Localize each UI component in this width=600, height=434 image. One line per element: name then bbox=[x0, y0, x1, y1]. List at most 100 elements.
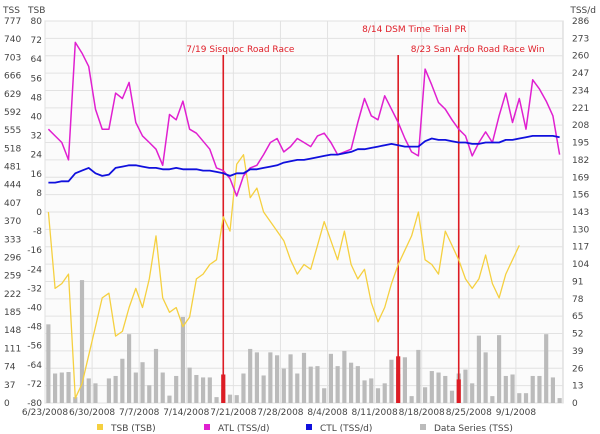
tss-bar bbox=[362, 380, 367, 403]
tss-bar bbox=[557, 398, 562, 403]
tss-bar bbox=[530, 375, 535, 403]
right-tick: 247 bbox=[572, 69, 589, 79]
x-tick: 7/28/2008 bbox=[257, 408, 303, 418]
tss-bar bbox=[268, 352, 273, 403]
tss-bar bbox=[207, 377, 212, 403]
tss-bar bbox=[160, 372, 165, 403]
right-tick: 130 bbox=[572, 225, 589, 235]
tss-bar bbox=[517, 393, 522, 403]
tss-bar bbox=[113, 375, 118, 403]
right-tick: 78 bbox=[572, 295, 584, 305]
left-tsb-tick: 8 bbox=[36, 189, 42, 199]
left-tsb-unit: TSB bbox=[27, 6, 45, 16]
tsb-line bbox=[47, 154, 520, 399]
legend-label: TSB (TSB) bbox=[110, 424, 156, 434]
left-tss-tick: 296 bbox=[4, 253, 21, 263]
tss-bar bbox=[550, 377, 555, 403]
race-marker-lines bbox=[222, 55, 460, 403]
left-tss-tick: 37 bbox=[4, 381, 15, 391]
tss-bar bbox=[53, 373, 58, 403]
left-tss-tick: 740 bbox=[4, 35, 21, 45]
tss-bar bbox=[523, 393, 529, 403]
right-tick: 13 bbox=[572, 382, 583, 392]
x-tick: 9/1/2008 bbox=[496, 408, 537, 418]
tss-bar bbox=[322, 388, 327, 403]
tss-bar bbox=[187, 367, 192, 403]
left-tss-tick: 592 bbox=[4, 108, 21, 118]
left-tss-tick: 555 bbox=[4, 126, 21, 136]
left-tsb-tick: -48 bbox=[27, 323, 42, 333]
x-tick: 8/25/2008 bbox=[446, 408, 492, 418]
right-tick: 143 bbox=[572, 208, 589, 218]
tss-bar bbox=[66, 372, 71, 403]
x-tick: 8/11/2008 bbox=[352, 408, 398, 418]
right-tick: 195 bbox=[572, 139, 589, 149]
tss-bar bbox=[537, 375, 542, 403]
tss-bar bbox=[79, 280, 85, 403]
right-tick: 0 bbox=[572, 399, 578, 409]
left-tsb-tick: -72 bbox=[27, 380, 42, 390]
left-tss-tick: 148 bbox=[4, 326, 21, 336]
left-tsb-tick: -80 bbox=[27, 399, 42, 409]
left-tsb-tick: 56 bbox=[31, 74, 43, 84]
tss-bar bbox=[409, 396, 414, 403]
series-lines bbox=[47, 41, 561, 399]
right-tick: 52 bbox=[572, 330, 583, 340]
tss-bar bbox=[180, 316, 185, 403]
left-tss-unit: TSS bbox=[2, 6, 20, 16]
race-annotation: 8/14 DSM Time Trial PR bbox=[362, 25, 466, 35]
left-tsb-tick: -64 bbox=[27, 361, 42, 371]
tss-bar bbox=[463, 369, 468, 403]
tss-bar bbox=[389, 359, 394, 403]
legend-swatch bbox=[204, 424, 210, 430]
right-tick: 273 bbox=[572, 34, 589, 44]
tss-bar bbox=[349, 362, 354, 403]
tss-bar bbox=[416, 349, 421, 403]
tss-bar bbox=[214, 397, 219, 403]
tss-bar bbox=[86, 378, 91, 403]
left-tss-tick: 629 bbox=[4, 90, 21, 100]
tss-bar bbox=[106, 378, 111, 403]
tss-bar bbox=[261, 375, 266, 403]
tss-bar bbox=[59, 372, 64, 403]
tss-bar bbox=[133, 372, 138, 403]
tss-bar bbox=[281, 368, 286, 403]
axes: TSS TSB TSS/d77774070366662959255551848144… bbox=[2, 6, 596, 418]
left-tsb-tick: 40 bbox=[31, 113, 43, 123]
tss-bar bbox=[510, 374, 515, 403]
legend-label: ATL (TSS/d) bbox=[218, 424, 270, 434]
race-annotation: 7/19 Sisquoc Road Race bbox=[186, 45, 295, 55]
right-tick: 169 bbox=[572, 173, 589, 183]
right-tick: 182 bbox=[572, 156, 589, 166]
left-tsb-tick: 32 bbox=[31, 132, 42, 142]
left-tsb-tick: 16 bbox=[31, 170, 43, 180]
tss-bar bbox=[194, 374, 199, 403]
left-tss-tick: 518 bbox=[4, 144, 21, 154]
left-tss-tick: 0 bbox=[4, 399, 10, 409]
right-tick: 104 bbox=[572, 260, 589, 270]
left-tss-tick: 703 bbox=[4, 53, 21, 63]
right-tick: 221 bbox=[572, 104, 589, 114]
right-tick: 65 bbox=[572, 312, 583, 322]
left-tsb-tick: -8 bbox=[33, 227, 42, 237]
x-tick: 7/14/2008 bbox=[163, 408, 209, 418]
atl-line bbox=[47, 41, 561, 197]
left-tss-tick: 777 bbox=[4, 17, 21, 27]
left-tss-tick: 370 bbox=[4, 217, 21, 227]
x-tick: 8/4/2008 bbox=[307, 408, 348, 418]
tss-bar bbox=[402, 357, 407, 403]
left-tss-tick: 185 bbox=[4, 308, 21, 318]
x-tick: 7/7/2008 bbox=[119, 408, 160, 418]
tss-bar bbox=[436, 372, 441, 403]
tss-bar bbox=[227, 394, 233, 403]
tss-bar bbox=[301, 352, 307, 403]
right-tick: 91 bbox=[572, 277, 583, 287]
right-tick: 208 bbox=[572, 121, 589, 131]
left-tss-tick: 222 bbox=[4, 290, 21, 300]
tss-bar bbox=[248, 348, 253, 403]
tss-bar bbox=[254, 352, 259, 403]
tss-bar bbox=[449, 390, 455, 403]
x-tick: 8/18/2008 bbox=[399, 408, 445, 418]
left-tsb-tick: 0 bbox=[36, 208, 42, 218]
